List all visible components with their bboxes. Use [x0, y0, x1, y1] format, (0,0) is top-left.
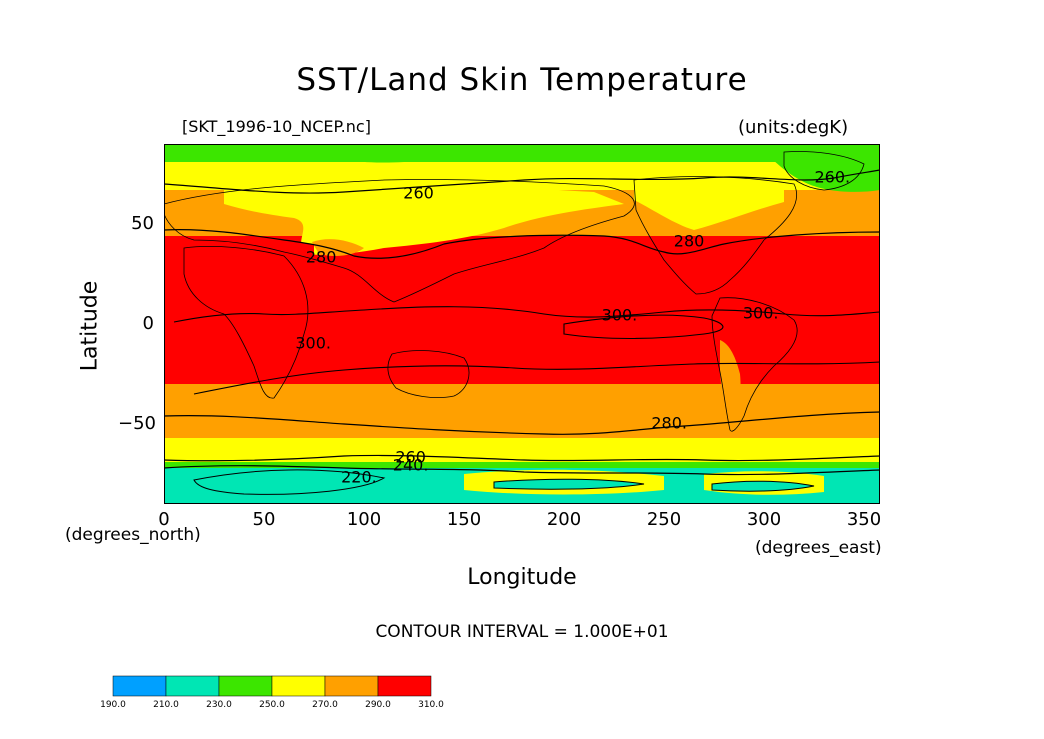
- contour-line-300-eq: [563, 314, 724, 340]
- file-label: [SKT_1996-10_NCEP.nc]: [182, 117, 371, 136]
- orange-tibet-region: [312, 239, 364, 256]
- colorbar-swatch: [218, 675, 273, 697]
- contour-line-240-south: [164, 465, 880, 476]
- contour-label: 240.: [393, 456, 429, 475]
- contour-label: 300.: [602, 306, 638, 325]
- australia-outline: [387, 350, 470, 398]
- colorbar-label: 230.0: [206, 700, 232, 710]
- x-tick-label: 350: [846, 509, 882, 530]
- colorbar-label: 250.0: [259, 700, 285, 710]
- yellow-asia-region: [224, 182, 624, 255]
- units-label: (units:degK): [738, 117, 849, 138]
- cyan-antarctic-interior-b: [711, 480, 815, 492]
- north-america-outline: [633, 176, 797, 295]
- contour-line-260-south: [164, 454, 880, 462]
- contour-line-280-south: [164, 411, 880, 435]
- x-tick-label: 300: [746, 509, 782, 530]
- contour-label: 300.: [743, 304, 779, 323]
- south-america-outline: [711, 297, 798, 432]
- y-tick-label: 0: [142, 313, 154, 334]
- red-sahara-region: [184, 240, 314, 278]
- x-tick-label: 50: [252, 509, 276, 530]
- contour-label: 260: [395, 448, 426, 467]
- contour-label: 300.: [295, 334, 331, 353]
- map-title: SST/Land Skin Temperature: [296, 62, 748, 98]
- contour-label: 260.: [814, 168, 850, 187]
- green-siberia-region: [324, 144, 604, 163]
- band-green-south: [164, 462, 880, 472]
- colorbar-label: 190.0: [100, 700, 126, 710]
- x-axis-label: Longitude: [467, 565, 577, 590]
- contour-interval-text: CONTOUR INTERVAL = 1.000E+01: [375, 622, 669, 642]
- colorbar-label: 210.0: [153, 700, 179, 710]
- contour-label: 280: [674, 232, 705, 251]
- colorbar-swatch: [112, 675, 167, 697]
- colorbar-label: 310.0: [418, 700, 444, 710]
- greenland-outline: [783, 151, 865, 191]
- green-greenland-region: [764, 144, 880, 192]
- x-units-left: (degrees_north): [65, 525, 201, 545]
- x-tick-label: 100: [346, 509, 382, 530]
- contour-line-300-south: [193, 361, 880, 395]
- yellow-north-america-region: [634, 181, 784, 230]
- x-tick-label: 200: [546, 509, 582, 530]
- y-tick-label: −50: [118, 413, 156, 434]
- x-tick-label: 250: [646, 509, 682, 530]
- colorbar-label: 290.0: [365, 700, 391, 710]
- africa-outline: [183, 246, 309, 399]
- cyan-antarctic-interior: [493, 478, 645, 490]
- x-tick-label: 150: [446, 509, 482, 530]
- x-tick-label: 0: [158, 509, 170, 530]
- contour-label: 220.: [341, 468, 377, 487]
- x-units-right: (degrees_east): [755, 538, 882, 558]
- map-frame: [164, 144, 880, 504]
- cyan-antarctica-deep: [193, 469, 386, 495]
- contour-line-300-north: [173, 306, 880, 323]
- eurasia-outline: [164, 179, 635, 303]
- colorbar: [112, 675, 432, 697]
- contour-label: 280: [306, 248, 337, 267]
- y-tick-label: 50: [131, 213, 154, 234]
- band-orange-south: [164, 384, 880, 444]
- contour-line-260-north: [164, 169, 880, 194]
- colorbar-label: 270.0: [312, 700, 338, 710]
- y-axis-label: Latitude: [77, 280, 103, 372]
- contour-label: 260: [403, 184, 434, 203]
- colorbar-swatch: [377, 675, 432, 697]
- colorbar-swatch: [165, 675, 220, 697]
- contour-line-280-north: [164, 229, 880, 259]
- colorbar-swatch: [324, 675, 379, 697]
- colorbar-swatch: [271, 675, 326, 697]
- contour-label: 280.: [651, 414, 687, 433]
